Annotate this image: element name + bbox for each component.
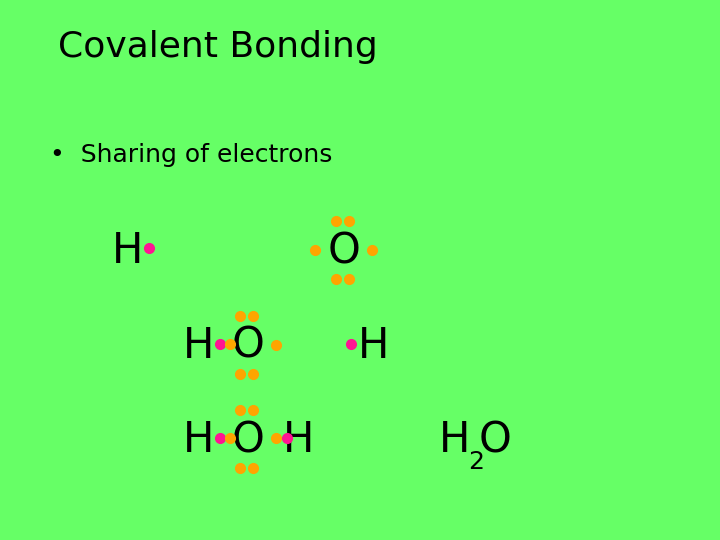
Text: H: H (358, 325, 390, 367)
Text: H: H (183, 419, 215, 461)
Text: H: H (283, 419, 315, 461)
Text: H: H (112, 230, 143, 272)
Text: H: H (439, 419, 471, 461)
Text: O: O (232, 325, 265, 367)
Text: O: O (232, 419, 265, 461)
Text: Covalent Bonding: Covalent Bonding (58, 30, 377, 64)
Text: H: H (183, 325, 215, 367)
Text: •  Sharing of electrons: • Sharing of electrons (50, 143, 333, 167)
Text: 2: 2 (468, 450, 484, 474)
Text: O: O (328, 230, 361, 272)
Text: O: O (479, 419, 512, 461)
